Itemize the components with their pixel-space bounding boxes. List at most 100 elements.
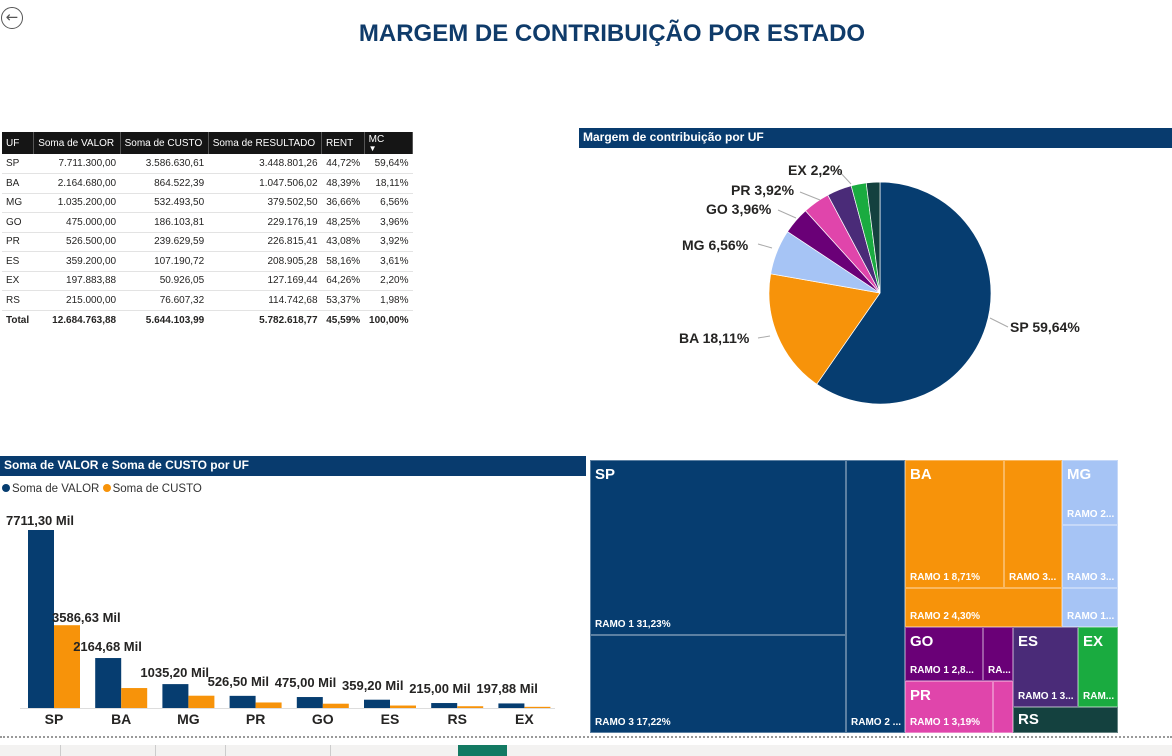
table-row[interactable]: MG 1.035.200,00 532.493,50 379.502,50 36,66%… (2, 193, 413, 213)
tile-mg-ramo1[interactable]: RAMO 1... (1062, 588, 1118, 627)
page-tab[interactable] (155, 745, 225, 756)
table-cell: 44,72% (321, 154, 365, 174)
bar-custo-ex[interactable] (524, 706, 551, 708)
table-cell: ES (2, 251, 34, 272)
tile-ba-ramo3[interactable]: RAMO 3... (1004, 460, 1062, 588)
bar-custo-pr[interactable] (255, 702, 282, 708)
group-label-rs: RS (1018, 711, 1039, 728)
table-cell: 127.169,44 (208, 271, 322, 291)
col-rent[interactable]: RENT (321, 132, 365, 154)
bar-valor-pr[interactable] (229, 695, 256, 708)
tile-ba-ramo2[interactable]: RAMO 2 4,30% (905, 588, 1062, 627)
tile-ba-ramo1[interactable]: BA RAMO 1 8,71% (905, 460, 1004, 588)
mc-table: UF Soma de VALOR Soma de CUSTO Soma de R… (2, 132, 414, 330)
tile-label: RAMO 2 4,30% (910, 611, 981, 622)
col-custo[interactable]: Soma de CUSTO (120, 132, 209, 154)
tile-es-ramo1[interactable]: ES RAMO 1 3... (1013, 627, 1078, 707)
table-cell: 58,16% (321, 251, 365, 272)
pie-label-pr: PR 3,92% (731, 182, 795, 198)
pie-slice-rs[interactable] (865, 181, 881, 294)
table-cell: 48,39% (321, 173, 365, 194)
col-valor[interactable]: Soma de VALOR (33, 132, 121, 154)
table-total-row: Total 12.684.763,88 5.644.103,99 5.782.618,… (2, 309, 413, 330)
table-cell: 197.883,88 (33, 271, 121, 291)
table-cell: 239.629,59 (120, 232, 209, 252)
bar-valor-sp[interactable] (28, 530, 54, 708)
page-tab-active[interactable] (458, 745, 507, 756)
table-cell: SP (2, 154, 34, 174)
col-mc[interactable]: MC ▼ (364, 132, 414, 154)
tile-label: RAMO 3... (1067, 572, 1115, 583)
bar-custo-es[interactable] (390, 705, 416, 708)
pie-slice-sp[interactable] (816, 181, 992, 405)
table-cell: 3,96% (364, 212, 413, 233)
table-row[interactable]: PR 526.500,00 239.629,59 226.815,41 43,08% 3,… (2, 232, 413, 252)
pie-slice-ba[interactable] (768, 273, 881, 385)
page-tab[interactable] (330, 745, 458, 756)
table-cell: 2.164.680,00 (33, 173, 121, 194)
table-cell: 6,56% (364, 193, 413, 213)
tile-label: RAMO 2... (1067, 509, 1115, 520)
bar-custo-mg[interactable] (188, 695, 215, 708)
tile-pr-other[interactable] (993, 681, 1013, 733)
col-mc-label: MC (368, 134, 385, 145)
tile-pr-ramo1[interactable]: PR RAMO 1 3,19% (905, 681, 993, 733)
table-row[interactable]: EX 197.883,88 50.926,05 127.169,44 64,26% 2,2… (2, 271, 413, 291)
bar-valor-go[interactable] (296, 697, 323, 708)
bar-valor-ex[interactable] (498, 703, 525, 708)
tile-go-ramo1[interactable]: GO RAMO 1 2,8... (905, 627, 983, 681)
table-cell: MG (2, 193, 34, 213)
bar-custo-ba[interactable] (121, 688, 148, 708)
tile-label: RAMO 2 ... (851, 717, 902, 728)
tile-sp-ramo2[interactable]: RAMO 2 ... (846, 460, 905, 733)
bar-valor-ba[interactable] (95, 658, 122, 708)
table-cell: PR (2, 232, 34, 252)
pie-label-ex: EX 2,2% (788, 162, 843, 178)
pie-leader-line (989, 317, 1009, 328)
table-cell: 3.448.801,26 (208, 154, 322, 174)
legend-dot-icon (2, 484, 10, 492)
table-row[interactable]: BA 2.164.680,00 864.522,39 1.047.506,02 48,3… (2, 173, 413, 194)
tile-mg-ramo2[interactable]: MG RAMO 2... (1062, 460, 1118, 525)
bar-custo-sp[interactable] (54, 625, 80, 708)
table-cell: 864.522,39 (120, 173, 209, 194)
table-cell: BA (2, 173, 34, 194)
pie-label-ba: BA 18,11% (679, 330, 750, 346)
tile-mg-ramo3[interactable]: RAMO 3... (1062, 525, 1118, 588)
bar-data-label: 3586,63 Mil (52, 610, 121, 626)
tile-rs[interactable]: RS (1013, 707, 1118, 733)
bar-chart-title: Soma de VALOR e Soma de CUSTO por UF (0, 456, 586, 476)
legend-valor[interactable]: Soma de VALOR (2, 483, 99, 495)
x-tick-label: ES (380, 711, 400, 727)
table-row[interactable]: ES 359.200,00 107.190,72 208.905,28 58,16% 3,… (2, 251, 413, 272)
bar-legend: Soma de VALOR Soma de CUSTO (2, 483, 202, 495)
tile-sp-ramo1[interactable]: SP RAMO 1 31,23% (590, 460, 846, 635)
x-tick-label: EX (515, 711, 534, 727)
tile-go-other[interactable]: RA... (983, 627, 1013, 681)
tile-sp-ramo3[interactable]: RAMO 3 17,22% (590, 635, 846, 733)
table-row[interactable]: GO 475.000,00 186.103,81 229.176,19 48,25% 3,… (2, 212, 413, 233)
bar-valor-mg[interactable] (162, 684, 189, 708)
bar-valor-es[interactable] (364, 699, 390, 708)
legend-custo[interactable]: Soma de CUSTO (102, 483, 202, 495)
table-row[interactable]: SP 7.711.300,00 3.586.630,61 3.448.801,26 44… (2, 154, 413, 174)
col-uf[interactable]: UF (2, 132, 35, 154)
total-cell: Total (2, 309, 34, 330)
table-cell: 36,66% (321, 193, 365, 213)
bar-valor-rs[interactable] (431, 703, 458, 708)
back-arrow-icon[interactable]: ← (1, 7, 23, 29)
page-tab[interactable] (225, 745, 330, 756)
tile-label: RA... (988, 665, 1011, 676)
sort-desc-icon: ▼ (368, 144, 377, 153)
tile-label: RAMO 1 31,23% (595, 619, 671, 630)
col-resultado[interactable]: Soma de RESULTADO (208, 132, 323, 154)
table-cell: 50.926,05 (120, 271, 209, 291)
tile-ex[interactable]: EX RAM... (1078, 627, 1118, 707)
tile-label: RAMO 1... (1067, 611, 1115, 622)
page-tab[interactable] (60, 745, 155, 756)
bar-custo-rs[interactable] (457, 706, 484, 708)
bar-data-label: 1035,20 Mil (140, 665, 210, 681)
bar-data-label: 526,50 Mil (207, 673, 270, 689)
bar-custo-go[interactable] (322, 703, 349, 708)
table-cell: 3.586.630,61 (120, 154, 209, 174)
